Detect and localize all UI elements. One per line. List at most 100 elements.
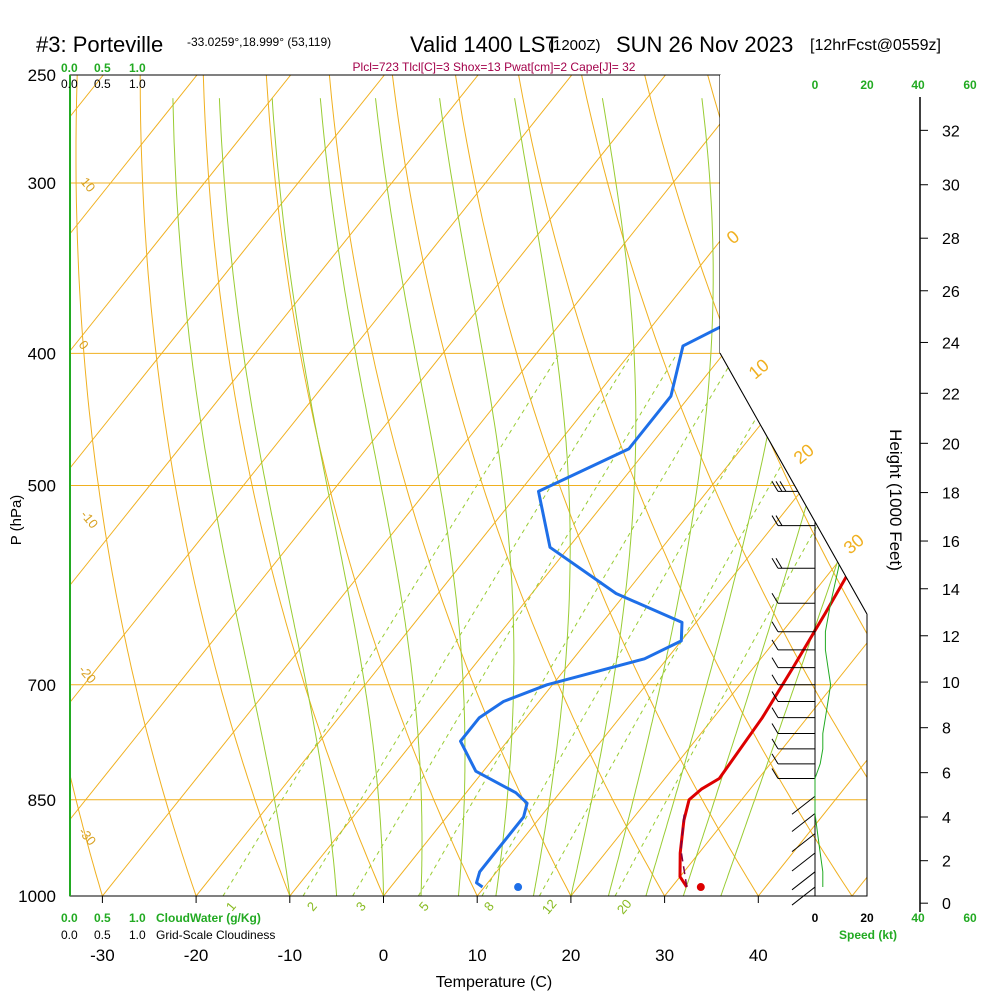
mixing-ratio-label: 2	[304, 899, 320, 914]
wind-barb	[772, 754, 815, 764]
cloudwater-scale-bottom: 0.0 0.5 1.0 CloudWater (g/Kg)	[61, 911, 261, 925]
cloudiness-label: Grid-Scale Cloudiness	[156, 928, 275, 942]
height-tick-label: 4	[942, 810, 951, 827]
wind-barb	[772, 622, 815, 632]
temperature-tick-label: 40	[749, 946, 768, 965]
pressure-tick-label: 850	[28, 791, 56, 810]
scale-label: 1.0	[129, 928, 146, 942]
scale-label: 1.0	[129, 911, 146, 925]
mixing-ratio-line	[482, 353, 794, 896]
height-tick-label: 0	[942, 896, 951, 913]
surface-points	[514, 883, 705, 891]
height-tick-label: 16	[942, 534, 960, 551]
surface-dewpoint-point	[514, 883, 522, 891]
isotherm-label: 10	[78, 174, 99, 195]
mixing-ratio-line	[418, 353, 736, 896]
cloudiness-scale-top: 0.0 0.5 1.0	[61, 77, 146, 91]
temperature-tick-label: 0	[379, 946, 388, 965]
mixing-ratio-label: 12	[539, 896, 560, 917]
height-tick-label: 18	[942, 486, 960, 503]
wind-barb-flag	[772, 768, 778, 778]
isotherm-label: -30	[76, 824, 100, 848]
moist-adiabat-line	[608, 98, 713, 896]
speed-label: Speed (kt)	[839, 928, 897, 942]
y-axis-title: P (hPa)	[8, 495, 25, 546]
height-tick-label: 28	[942, 231, 960, 248]
height-tick-label: 8	[942, 721, 951, 738]
scale-label: 0.5	[94, 911, 111, 925]
pressure-tick-label: 250	[28, 66, 56, 85]
moist-adiabat-line	[571, 98, 636, 896]
scale-label: 20	[860, 911, 874, 925]
height-tick-label: 32	[942, 123, 960, 140]
height-tick-label: 22	[942, 386, 960, 403]
x-axis-title: Temperature (C)	[436, 974, 552, 991]
height-tick-label: 26	[942, 284, 960, 301]
height-tick-label: 6	[942, 766, 951, 783]
station-title: #3: Porteville	[36, 32, 163, 57]
cloudiness-scale-bottom: 0.0 0.5 1.0 Grid-Scale Cloudiness	[61, 928, 275, 942]
temperature-tick-label: 10	[468, 946, 487, 965]
moist-adiabat-line	[515, 98, 571, 896]
moist-adiabat-line	[173, 98, 290, 896]
wind-barb-flag	[772, 658, 778, 668]
pressure-tick-label: 500	[28, 477, 56, 496]
mixing-ratio-line	[353, 353, 678, 896]
scale-label: 0.0	[61, 928, 78, 942]
wind-barb	[792, 853, 815, 871]
scale-label: 0.0	[61, 61, 78, 75]
scale-label: 1.0	[129, 61, 146, 75]
height-tick-label: 14	[942, 582, 960, 599]
scale-label: 20	[860, 78, 874, 92]
scale-label: 0.5	[94, 61, 111, 75]
height-tick-label: 2	[942, 854, 951, 871]
scale-label: 40	[911, 911, 925, 925]
scale-label: 1.0	[129, 77, 146, 91]
valid-time: Valid 1400 LST	[410, 32, 559, 57]
valid-date: SUN 26 Nov 2023	[616, 32, 793, 57]
wind-barb-staff	[792, 853, 815, 871]
height-tick-label: 20	[942, 436, 960, 453]
pressure-tick-label: 700	[28, 676, 56, 695]
temperature-tick-label: -20	[184, 946, 209, 965]
cloudwater-scale-top: 0.0 0.5 1.0	[61, 61, 146, 75]
wind-barb	[792, 834, 815, 852]
mixing-ratio-line	[223, 353, 560, 896]
scale-label: 0	[812, 911, 819, 925]
height-tick-label: 12	[942, 629, 960, 646]
isotherm-line	[0, 75, 10, 896]
isotherm-label: -10	[78, 507, 102, 531]
station-coords: -33.0259°,18.999° (53,119)	[187, 35, 331, 49]
cloudwater-label: CloudWater (g/Kg)	[156, 911, 261, 925]
scale-label: 0	[812, 78, 819, 92]
temperature-tick-label: 30	[655, 946, 674, 965]
wind-barb	[772, 558, 815, 568]
temperature-tick-label: 20	[561, 946, 580, 965]
scale-label: 60	[963, 78, 977, 92]
speed-scale-bottom: 0 20 40 60 Speed (kt)	[812, 911, 977, 942]
wind-barb-staff	[792, 834, 815, 852]
wind-barb	[772, 739, 815, 749]
mixing-ratio-line	[303, 353, 632, 896]
temperature-tick-label: -30	[90, 946, 115, 965]
wind-barb-flag	[772, 708, 778, 718]
wind-barb-staff	[792, 872, 815, 890]
height-tick-label: 24	[942, 335, 960, 352]
scale-label: 0.5	[94, 77, 111, 91]
scale-label: 0.0	[61, 77, 78, 91]
moist-adiabat-line	[219, 98, 336, 896]
wind-barb-flag	[772, 723, 778, 733]
valid-utc: (1200Z)	[548, 37, 601, 54]
scale-label: 60	[963, 911, 977, 925]
mixing-ratio-label: 20	[614, 896, 635, 917]
frame-mask	[720, 75, 870, 614]
height-tick-label: 30	[942, 178, 960, 195]
scale-label: 0.5	[94, 928, 111, 942]
mixing-ratio-label: 8	[481, 899, 497, 914]
pressure-tick-label: 300	[28, 174, 56, 193]
isotherm-label: -20	[76, 662, 100, 686]
scale-label: 0.0	[61, 911, 78, 925]
wind-barb	[772, 675, 815, 685]
